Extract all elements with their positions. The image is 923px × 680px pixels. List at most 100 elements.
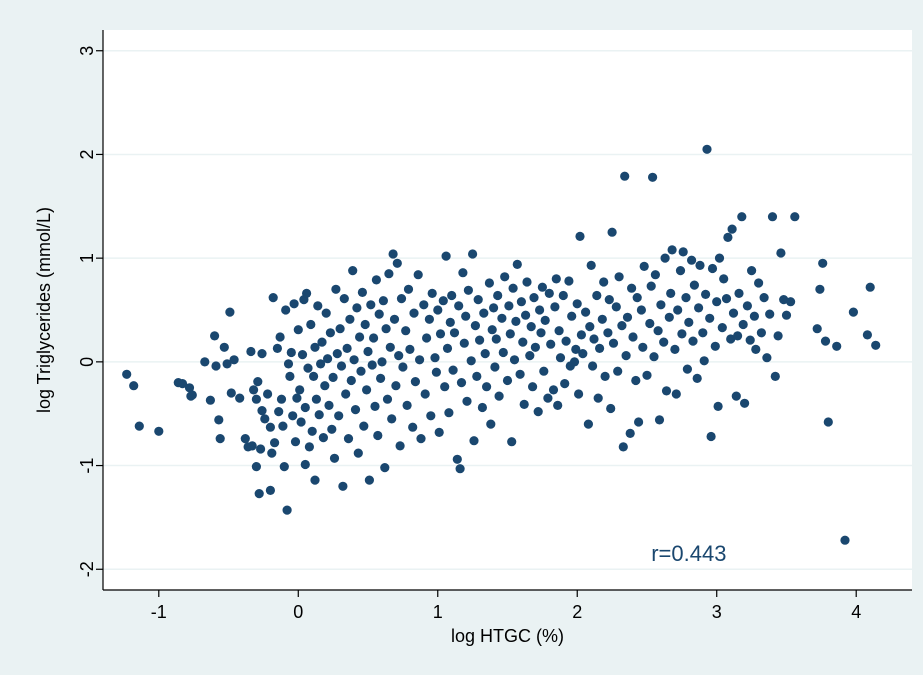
scatter-point [453,455,462,464]
scatter-point [711,342,720,351]
scatter-point [341,389,350,398]
x-tick-label: 0 [293,602,303,622]
scatter-point [269,293,278,302]
scatter-point [274,407,283,416]
scatter-point [670,345,679,354]
scatter-point [647,282,656,291]
scatter-point [384,269,393,278]
scatter-point [623,313,632,322]
scatter-point [324,401,333,410]
scatter-point [266,423,275,432]
scatter-point [728,225,737,234]
scatter-point [743,301,752,310]
scatter-point [681,293,690,302]
correlation-annotation: r=0.443 [651,541,726,566]
scatter-point [594,394,603,403]
scatter-point [619,442,628,451]
scatter-point [615,272,624,281]
scatter-point [771,372,780,381]
x-axis-label: log HTGC (%) [451,626,564,646]
scatter-point [694,303,703,312]
scatter-point [679,247,688,256]
scatter-point [380,463,389,472]
scatter-point [308,427,317,436]
scatter-point [683,365,692,374]
scatter-point [750,312,759,321]
scatter-point [343,344,352,353]
scatter-point [733,331,742,340]
scatter-point [668,245,677,254]
scatter-point [277,395,286,404]
scatter-point [255,489,264,498]
scatter-point [280,462,289,471]
scatter-point [701,290,710,299]
scatter-point [403,401,412,410]
scatter-point [705,314,714,323]
scatter-point [559,291,568,300]
scatter-point [538,283,547,292]
scatter-point [372,275,381,284]
scatter-point [338,482,347,491]
scatter-point [715,254,724,263]
scatter-point [386,343,395,352]
scatter-point [241,434,250,443]
scatter-point [382,324,391,333]
scatter-point [281,305,290,314]
scatter-point [790,212,799,221]
scatter-point [270,438,279,447]
scatter-point [122,370,131,379]
scatter-point [334,411,343,420]
scatter-point [263,389,272,398]
scatter-point [832,342,841,351]
scatter-point [587,261,596,270]
scatter-point [645,319,654,328]
scatter-point [612,302,621,311]
scatter-point [543,394,552,403]
scatter-point [298,350,307,359]
scatter-point [409,309,418,318]
scatter-point [359,422,368,431]
scatter-point [365,476,374,485]
scatter-point [337,361,346,370]
scatter-point [253,377,262,386]
scatter-point [517,297,526,306]
scatter-point [439,296,448,305]
scatter-point [601,372,610,381]
scatter-point [782,311,791,320]
scatter-point [214,415,223,424]
scatter-point [617,321,626,330]
y-tick-label: -1 [77,458,97,474]
scatter-point [638,343,647,352]
scatter-point [154,427,163,436]
scatter-point [693,374,702,383]
scatter-point [608,228,617,237]
scatter-point [340,294,349,303]
scatter-point [525,351,534,360]
scatter-point [398,362,407,371]
scatter-point [401,326,410,335]
scatter-point [391,381,400,390]
scatter-point [464,286,473,295]
scatter-point [284,359,293,368]
scatter-point [376,374,385,383]
scatter-point [562,337,571,346]
scatter-point [605,295,614,304]
scatter-point [492,334,501,343]
scatter-point [609,339,618,348]
scatter-point [458,268,467,277]
scatter-point [740,399,749,408]
scatter-point [577,330,586,339]
scatter-point [454,301,463,310]
scatter-point [765,310,774,319]
scatter-point [442,252,451,261]
scatter-point [273,344,282,353]
y-tick-label: 1 [77,253,97,263]
scatter-point [377,357,386,366]
scatter-point [626,429,635,438]
scatter-point [285,372,294,381]
scatter-point [504,301,513,310]
scatter-point [460,339,469,348]
scatter-point [503,376,512,385]
scatter-point [673,305,682,314]
